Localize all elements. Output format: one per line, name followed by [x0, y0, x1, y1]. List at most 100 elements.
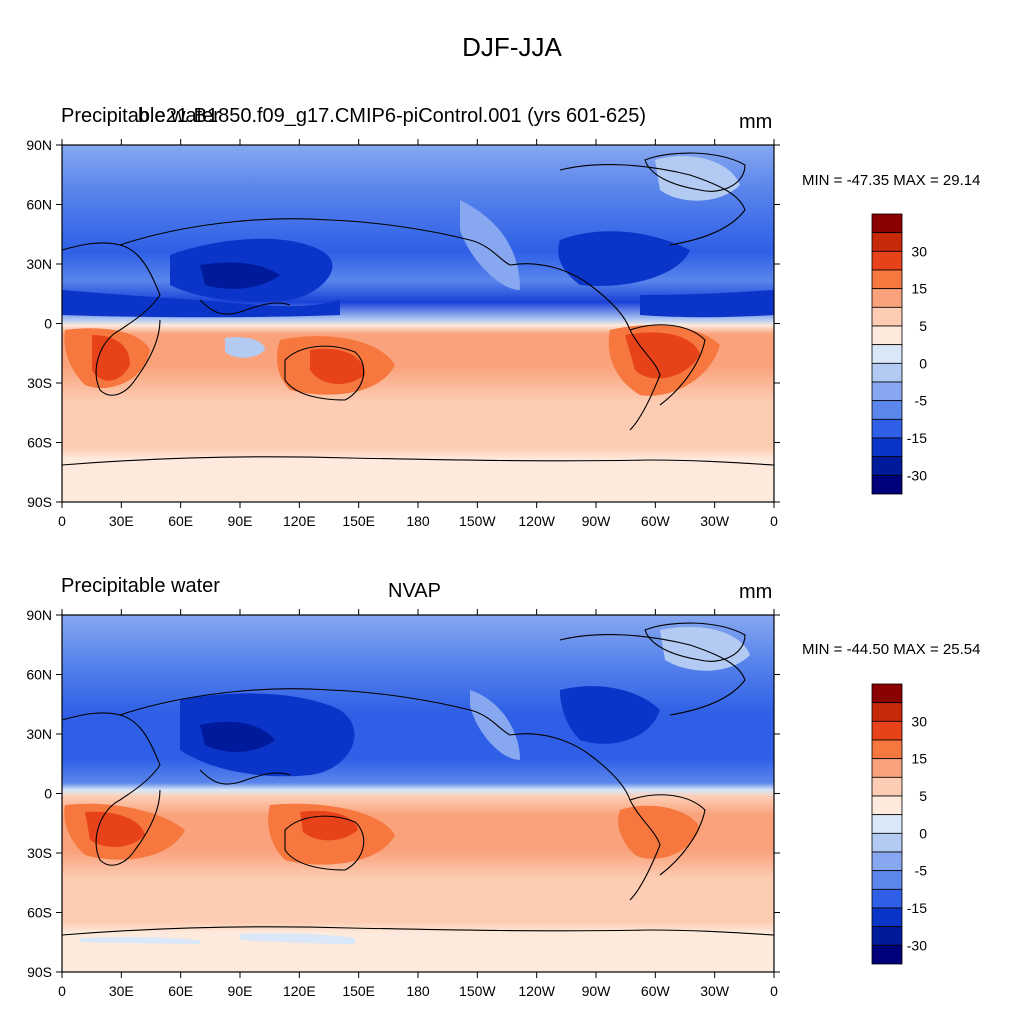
colorbar-label: -5 — [915, 393, 928, 409]
colorbar-swatch — [871, 907, 903, 928]
panel1-units: mm — [739, 111, 773, 133]
lon-tick-label: 0 — [770, 513, 778, 529]
colorbar-swatch — [871, 683, 903, 704]
panel2-units: mm — [739, 581, 773, 603]
colorbar-label: 5 — [919, 318, 927, 334]
panel2-darkest-core — [200, 721, 275, 752]
colorbar-swatch — [871, 739, 903, 760]
panel2-center-title: NVAP — [388, 580, 441, 602]
lat-tick-label: 30S — [27, 845, 52, 861]
colorbar-swatch — [871, 325, 903, 346]
panel2-red-africa — [85, 811, 145, 847]
lon-tick-label: 30E — [109, 983, 134, 999]
lon-tick-label: 120E — [283, 983, 316, 999]
lon-tick-label: 150E — [342, 983, 375, 999]
panel1-map — [61, 144, 775, 503]
colorbar-swatch — [871, 832, 903, 853]
lon-tick-label: 30W — [700, 513, 730, 529]
panel2-axes: 90N 60N 30N 0 30S 60S 90S 0 30E 60E 90E 120E 150E 180… — [26, 607, 780, 999]
lon-tick-label: 120E — [283, 513, 316, 529]
colorbar-label: 30 — [911, 713, 927, 729]
colorbar-swatch — [871, 306, 903, 327]
colorbar-label: 0 — [919, 825, 927, 841]
lon-tick-label: 150E — [342, 513, 375, 529]
panel1-colorbar: 30 15 5 0 -5 -15 -30 — [871, 213, 928, 495]
panel1-field — [62, 145, 774, 502]
panel2-colorbar: 30 15 5 0 -5 -15 -30 — [871, 683, 928, 965]
panel2-map — [61, 614, 775, 973]
colorbar-label: 5 — [919, 788, 927, 804]
colorbar-swatch — [871, 362, 903, 383]
lon-tick-label: 0 — [58, 513, 66, 529]
lon-tick-label: 60W — [641, 513, 671, 529]
colorbar-swatch — [871, 944, 903, 965]
colorbar-swatch — [871, 702, 903, 722]
lat-tick-label: 30S — [27, 375, 52, 391]
lon-tick-label: 90W — [582, 983, 612, 999]
colorbar-swatch — [871, 344, 903, 364]
colorbar-swatch — [871, 418, 903, 439]
colorbar-label: -15 — [907, 430, 927, 446]
panel1-red-samerica — [625, 332, 700, 379]
lat-tick-label: 90N — [26, 607, 52, 623]
lat-tick-label: 0 — [44, 786, 52, 802]
panel2-coastlines — [61, 622, 775, 936]
panel1-axes: 90N 60N 30N 0 30S 60S 90S 0 30E 60E 90E 120E 150E 180… — [26, 137, 780, 529]
colorbar-swatch — [871, 814, 903, 834]
lat-tick-label: 60S — [27, 435, 52, 451]
lat-tick-label: 60N — [26, 197, 52, 213]
panel2-antarctic-blue-1 — [80, 936, 200, 944]
panel1-coastlines — [61, 152, 775, 466]
colorbar-label: -15 — [907, 900, 927, 916]
lon-tick-label: 60E — [168, 983, 193, 999]
lat-tick-label: 30N — [26, 256, 52, 272]
colorbar-label: -5 — [915, 863, 928, 879]
colorbar-swatch — [871, 288, 903, 308]
panel1-red-africa — [92, 335, 130, 381]
panel1-darkest-core — [200, 262, 280, 289]
colorbar-swatch — [871, 269, 903, 290]
colorbar-label: 0 — [919, 355, 927, 371]
colorbar-swatch — [871, 888, 903, 909]
panel1-center-title: b.e21.B1850.f09_g17.CMIP6-piControl.001 … — [138, 105, 647, 127]
lon-tick-label: 60E — [168, 513, 193, 529]
lon-tick-label: 180 — [406, 513, 430, 529]
panel2-light-blue-greenland — [660, 627, 750, 671]
panel2-left-title: Precipitable water — [61, 575, 220, 597]
lon-tick-label: 60W — [641, 983, 671, 999]
panel1-blue-spot — [225, 337, 265, 358]
colorbar-swatch — [871, 795, 903, 816]
figure-title: DJF-JJA — [462, 32, 562, 62]
lon-tick-label: 150W — [459, 983, 496, 999]
panel1-light-blue-greenland — [655, 156, 740, 201]
lat-tick-label: 0 — [44, 316, 52, 332]
colorbar-swatch — [871, 250, 903, 271]
lat-tick-label: 90N — [26, 137, 52, 153]
lon-tick-label: 90W — [582, 513, 612, 529]
lon-tick-label: 180 — [406, 983, 430, 999]
lat-tick-label: 90S — [27, 964, 52, 980]
colorbar-swatch — [871, 851, 903, 872]
colorbar-swatch — [871, 213, 903, 234]
colorbar-label: -30 — [907, 937, 927, 953]
panel2-blue-core-america — [560, 686, 660, 744]
colorbar-swatch — [871, 870, 903, 890]
colorbar-swatch — [871, 776, 903, 797]
colorbar-swatch — [871, 474, 903, 495]
colorbar-label: 15 — [911, 751, 927, 767]
lon-tick-label: 120W — [518, 983, 555, 999]
panel1-left-title: Precipitable water — [61, 105, 220, 127]
panel1-blue-core-america — [558, 231, 690, 286]
panel2-field — [62, 615, 774, 972]
colorbar-swatch — [871, 456, 903, 476]
panel2-light-blue-pacific — [470, 690, 520, 760]
panel2-orange-samerica — [618, 805, 700, 859]
panel1-light-blue-pacific — [460, 200, 520, 290]
lon-tick-label: 0 — [770, 983, 778, 999]
lon-tick-label: 150W — [459, 513, 496, 529]
panel2-antarctic-blue-2 — [240, 933, 355, 944]
colorbar-swatch — [871, 232, 903, 252]
colorbar-swatch — [871, 381, 903, 402]
colorbar-swatch — [871, 437, 903, 458]
colorbar-label: -30 — [907, 467, 927, 483]
